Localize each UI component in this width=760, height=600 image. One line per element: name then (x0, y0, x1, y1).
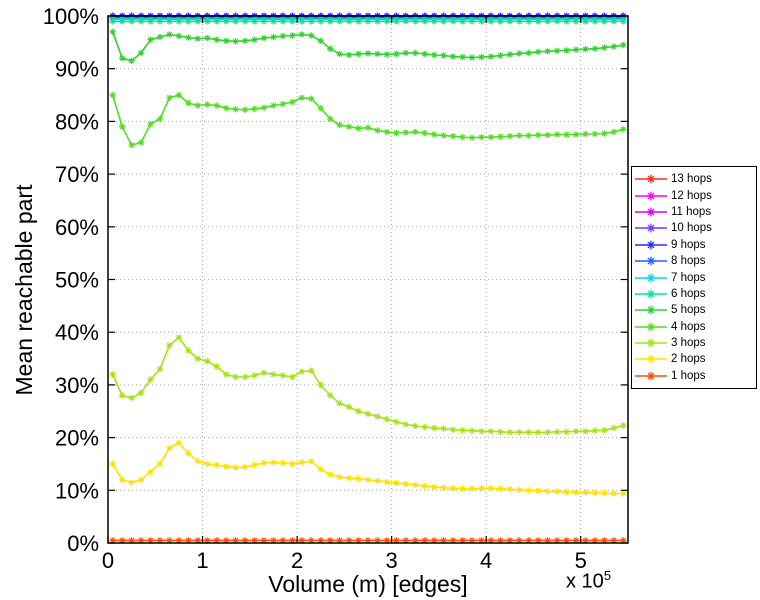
legend-marker-icon-9-hops (635, 240, 667, 250)
legend-item-2-hops: 2 hops (634, 351, 754, 367)
legend-marker-icon-13-hops (635, 174, 667, 184)
legend-marker-icon-4-hops (635, 322, 667, 332)
x-tick-label: 3 (386, 548, 398, 573)
legend-label-5-hops: 5 hops (671, 304, 706, 317)
legend-label-12-hops: 12 hops (671, 189, 712, 202)
legend-item-6-hops: 6 hops (634, 286, 754, 302)
legend-item-10-hops: 10 hops (634, 220, 754, 236)
legend: 13 hops 12 hops 11 hops 10 hops 9 hops 8 hops… (631, 166, 757, 390)
legend-label-1-hops: 1 hops (671, 369, 706, 382)
y-tick-label: 60% (55, 215, 99, 240)
y-tick-label: 80% (55, 109, 99, 134)
y-tick-label: 70% (55, 162, 99, 187)
legend-item-7-hops: 7 hops (634, 269, 754, 285)
y-tick-label: 30% (55, 373, 99, 398)
legend-item-4-hops: 4 hops (634, 319, 754, 335)
series-line-2-hops (112, 441, 624, 495)
legend-marker-icon-3-hops (635, 338, 667, 348)
legend-item-13-hops: 13 hops (634, 171, 754, 187)
x-tick-label: 5 (575, 548, 587, 573)
y-tick-label: 20% (55, 426, 99, 451)
x-tick-label: 2 (291, 548, 303, 573)
legend-marker-icon-10-hops (635, 223, 667, 233)
legend-marker-icon-2-hops (635, 355, 667, 364)
legend-marker-icon-8-hops (635, 256, 667, 266)
x-tick-label: 4 (480, 548, 492, 573)
legend-label-6-hops: 6 hops (671, 287, 706, 300)
y-tick-label: 40% (55, 320, 99, 345)
y-tick-label: 10% (55, 478, 99, 503)
legend-label-9-hops: 9 hops (671, 238, 706, 251)
x-tick-label: 1 (196, 548, 208, 573)
series-markers-2-hops (109, 439, 627, 497)
legend-item-11-hops: 11 hops (634, 204, 754, 220)
legend-marker-icon-1-hops (635, 371, 667, 381)
legend-marker-icon-11-hops (635, 207, 667, 217)
series-markers-3-hops (109, 334, 627, 436)
legend-label-13-hops: 13 hops (671, 173, 712, 186)
series-markers-5-hops (109, 28, 627, 64)
y-tick-label: 50% (55, 268, 99, 293)
legend-label-3-hops: 3 hops (671, 337, 706, 350)
y-axis-title: Mean reachable part (11, 184, 37, 396)
x-axis-scale-base: x 10 (566, 570, 604, 593)
x-axis-title: Volume (m) [edges] (268, 571, 468, 597)
legend-item-9-hops: 9 hops (634, 237, 754, 253)
legend-marker-icon-7-hops (635, 273, 667, 282)
y-tick-label: 0% (67, 531, 99, 556)
legend-item-8-hops: 8 hops (634, 253, 754, 269)
y-tick-label: 90% (55, 57, 99, 82)
legend-label-11-hops: 11 hops (671, 205, 712, 218)
legend-label-10-hops: 10 hops (671, 222, 712, 235)
legend-label-8-hops: 8 hops (671, 255, 706, 268)
legend-item-3-hops: 3 hops (634, 335, 754, 351)
series-markers-4-hops (109, 91, 627, 149)
legend-marker-icon-12-hops (635, 191, 667, 200)
legend-marker-icon-6-hops (635, 289, 667, 299)
legend-item-12-hops: 12 hops (634, 187, 754, 203)
series-markers-6-hops (109, 18, 627, 25)
x-axis-scale-exponent: 5 (603, 568, 612, 583)
legend-marker-icon-5-hops (635, 305, 667, 315)
series-markers-1-hops (109, 537, 627, 544)
legend-label-4-hops: 4 hops (671, 320, 706, 333)
x-tick-label: 0 (102, 548, 114, 573)
x-axis-scale-label: x 105 (566, 568, 611, 594)
legend-label-2-hops: 2 hops (671, 353, 706, 366)
y-tick-label: 100% (43, 4, 99, 29)
legend-label-7-hops: 7 hops (671, 271, 706, 284)
legend-item-1-hops: 1 hops (634, 368, 754, 384)
legend-item-5-hops: 5 hops (634, 302, 754, 318)
